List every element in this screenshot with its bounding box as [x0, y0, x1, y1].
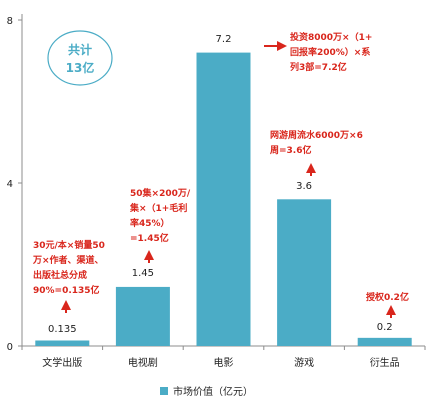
y-tick-label: 0 — [7, 342, 13, 353]
legend-swatch — [160, 387, 168, 395]
x-tick-label: 游戏 — [294, 356, 314, 369]
data-label: 1.45 — [132, 268, 154, 279]
annotation-text: 投资8000万×（1+ — [290, 31, 372, 43]
legend-label: 市场价值（亿元） — [173, 385, 253, 398]
annotation-text: 网游周流水6000万×6 — [270, 129, 363, 141]
total-badge-line2: 13亿 — [66, 60, 95, 75]
annotation-text: 列3部=7.2亿 — [290, 61, 347, 73]
x-tick-label: 电影 — [214, 356, 234, 369]
annotation-text: 率45%） — [130, 217, 170, 229]
annotation-text: 集×（1+毛利 — [129, 202, 187, 214]
bar — [357, 337, 412, 346]
data-label: 3.6 — [296, 181, 312, 192]
annotation-text: 回报率200%）×系 — [290, 46, 370, 58]
annotation-text: 万×作者、渠道、 — [32, 254, 104, 266]
bar — [277, 199, 332, 346]
total-badge — [47, 30, 113, 86]
annotation-text: 授权0.2亿 — [366, 291, 409, 303]
annotation-text: 30元/本×销量50 — [33, 239, 105, 251]
annotation-text: 周=3.6亿 — [270, 144, 312, 156]
x-tick-label: 衍生品 — [370, 356, 400, 369]
bar — [115, 286, 170, 346]
annotation-text: 90%=0.135亿 — [33, 284, 100, 296]
annotation-text: 50集×200万/ — [130, 187, 191, 199]
x-tick-label: 电视剧 — [128, 356, 158, 369]
bar — [196, 52, 251, 346]
y-tick-label: 4 — [7, 179, 13, 190]
data-label: 7.2 — [216, 34, 232, 45]
y-tick-label: 8 — [7, 16, 13, 27]
data-label: 0.2 — [377, 322, 393, 333]
annotation-text: 出版社总分成 — [33, 269, 87, 281]
x-tick-label: 文学出版 — [42, 356, 82, 369]
total-badge-line1: 共计 — [68, 42, 92, 57]
annotation-text: =1.45亿 — [130, 232, 169, 244]
data-label: 0.135 — [48, 324, 77, 335]
bar — [35, 340, 90, 346]
